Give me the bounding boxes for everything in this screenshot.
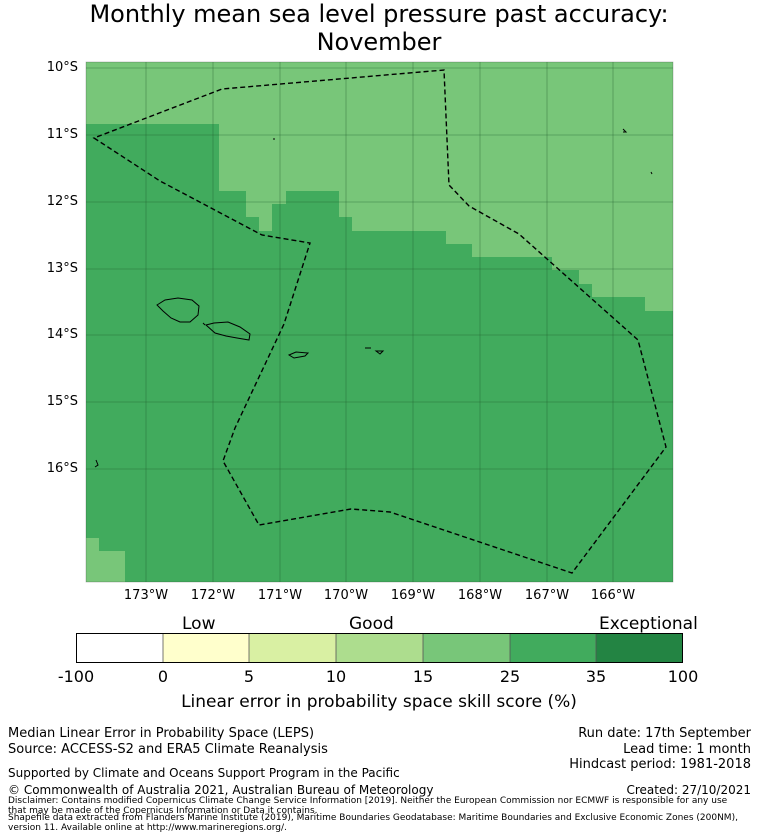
colorbar-segment-4 — [336, 633, 423, 663]
map-frame — [85, 61, 674, 583]
footer-disclaimer-1: Disclaimer: Contains modified Copernicus… — [8, 796, 728, 806]
savaii-island — [156, 297, 200, 323]
footer-method: Median Linear Error in Probability Space… — [8, 726, 315, 741]
lat-label-16s: 16°S — [46, 461, 78, 476]
footer-support: Supported by Climate and Oceans Support … — [8, 766, 400, 780]
colorbar-category-exceptional: Exceptional — [599, 614, 698, 634]
footer-created: Created: 27/10/2021 — [626, 783, 751, 797]
lon-label-167w: 167°W — [524, 588, 570, 603]
lat-label-11s: 11°S — [46, 127, 78, 142]
colorbar-tick: 0 — [157, 667, 169, 686]
colorbar-segment-7 — [596, 633, 683, 663]
manua-island-2 — [374, 350, 385, 355]
lon-label-173w: 173°W — [123, 588, 169, 603]
colorbar — [76, 633, 683, 663]
lon-label-172w: 172°W — [190, 588, 236, 603]
lat-label-13s: 13°S — [46, 261, 78, 276]
colorbar-tick: 35 — [585, 667, 607, 686]
lat-label-14s: 14°S — [46, 327, 78, 342]
islands — [94, 128, 653, 468]
small-island-4 — [94, 459, 99, 468]
footer-disclaimer-2: that may be made of the Copernicus Infor… — [8, 806, 318, 816]
lon-label-170w: 170°W — [323, 588, 369, 603]
footer-lead-time: Lead time: 1 month — [623, 742, 751, 757]
lat-label-12s: 12°S — [46, 194, 78, 209]
colorbar-category-good: Good — [349, 614, 394, 634]
footer-shapefile-1: Shapefile data extracted from Flanders M… — [8, 813, 738, 823]
lon-label-169w: 169°W — [390, 588, 436, 603]
colorbar-category-low: Low — [182, 614, 216, 634]
eez-boundary — [92, 69, 667, 574]
upolu-island — [204, 321, 251, 341]
footer-run-date: Run date: 17th September — [578, 726, 751, 741]
footer-source: Source: ACCESS-S2 and ERA5 Climate Reana… — [8, 742, 328, 757]
colorbar-frame — [76, 633, 683, 663]
small-island-2 — [622, 128, 628, 133]
lat-label-15s: 15°S — [46, 394, 78, 409]
title-line-2: November — [316, 28, 442, 56]
footer-shapefile-2: version 11. Available online at http://w… — [8, 823, 287, 833]
colorbar-tick: 25 — [499, 667, 521, 686]
lon-label-168w: 168°W — [457, 588, 503, 603]
map-dark-region — [86, 124, 673, 582]
title-line-1: Monthly mean sea level pressure past acc… — [89, 0, 669, 28]
colorbar-segment-3 — [249, 633, 336, 663]
skill-map — [85, 61, 674, 583]
colorbar-tick: -100 — [57, 667, 95, 686]
lat-label-10s: 10°S — [46, 60, 78, 75]
colorbar-segment-6 — [510, 633, 596, 663]
footer-copyright: © Commonwealth of Australia 2021, Austra… — [8, 783, 434, 797]
colorbar-tick: 100 — [667, 667, 699, 686]
colorbar-segment-1 — [76, 633, 163, 663]
colorbar-label: Linear error in probability space skill … — [181, 692, 577, 712]
colorbar-tick: 10 — [325, 667, 347, 686]
lon-label-171w: 171°W — [257, 588, 303, 603]
small-island-3 — [650, 171, 653, 175]
map-title: Monthly mean sea level pressure past acc… — [0, 0, 758, 56]
footer-hindcast: Hindcast period: 1981-2018 — [569, 757, 751, 772]
colorbar-segment-2 — [163, 633, 249, 663]
tutuila-island — [287, 351, 310, 359]
lon-label-166w: 166°W — [590, 588, 636, 603]
colorbar-segment-5 — [423, 633, 510, 663]
colorbar-tick: 5 — [243, 667, 255, 686]
colorbar-tick: 15 — [412, 667, 434, 686]
small-island-5 — [202, 322, 206, 326]
grid-lines — [86, 62, 673, 582]
